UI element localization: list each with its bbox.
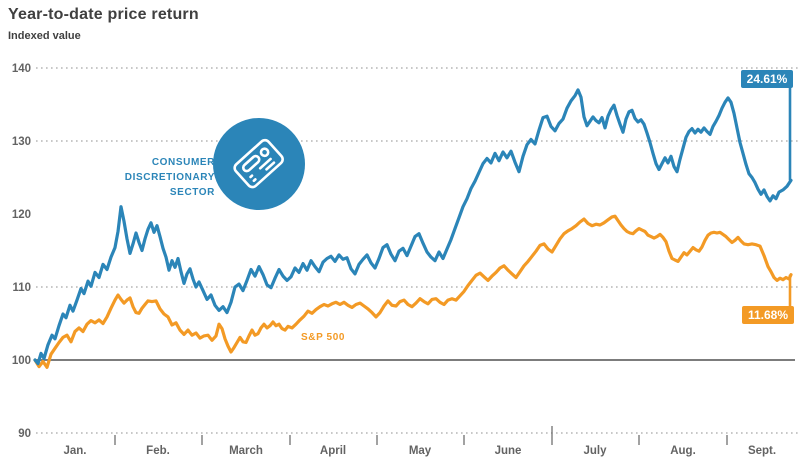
- x-axis-label-May: May: [409, 445, 432, 457]
- sector-icon-badge: [213, 118, 305, 210]
- sp500-series-label: S&P 500: [301, 332, 346, 343]
- x-axis-label-March: March: [229, 445, 263, 457]
- ticket-icon: [213, 118, 305, 210]
- y-axis-label-110: 110: [12, 282, 31, 294]
- x-axis-label-Jan: Jan.: [63, 445, 86, 457]
- x-axis-label-July: July: [583, 445, 607, 457]
- y-axis-label-90: 90: [18, 428, 31, 440]
- x-axis-label-Sept: Sept.: [748, 445, 776, 457]
- x-axis-label-Feb: Feb.: [146, 445, 170, 457]
- consumer-end-value-badge: 24.61%: [741, 70, 793, 88]
- y-axis-unit-label: Indexed value: [8, 30, 81, 42]
- series-line-consumer: [33, 88, 793, 366]
- page-title: Year-to-date price return: [8, 6, 199, 23]
- y-axis-label-100: 100: [12, 355, 31, 367]
- x-axis-label-Aug: Aug.: [670, 445, 696, 457]
- x-axis-label-June: June: [495, 445, 522, 457]
- y-axis-label-120: 120: [12, 209, 31, 221]
- consumer-discretionary-series-label: CONSUMER DISCRETIONARY SECTOR: [124, 157, 215, 198]
- sp500-end-value-badge: 11.68%: [742, 306, 794, 324]
- x-axis-label-April: April: [320, 445, 346, 457]
- series-line-sp500: [33, 214, 793, 369]
- y-axis-label-130: 130: [12, 136, 31, 148]
- y-axis-label-140: 140: [12, 63, 31, 75]
